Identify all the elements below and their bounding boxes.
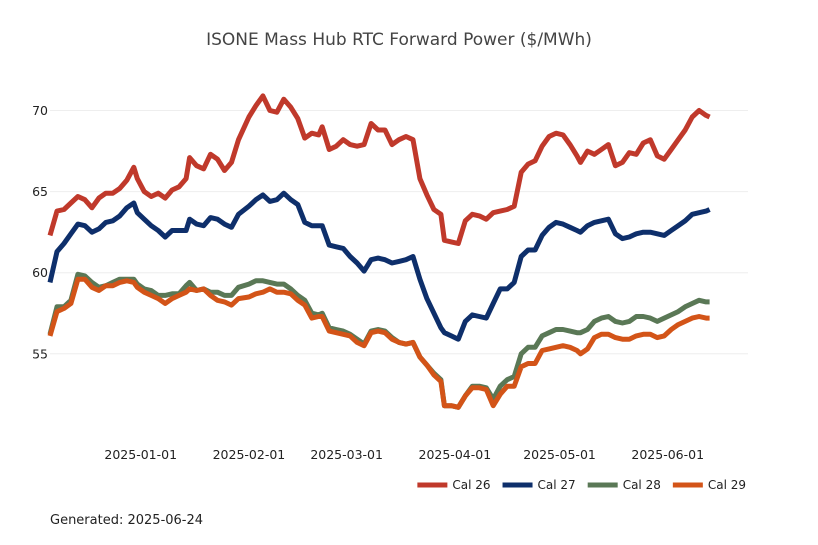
x-tick-label: 2025-02-01 [213, 447, 286, 462]
y-tick-label: 60 [32, 265, 48, 280]
generated-timestamp: Generated: 2025-06-24 [50, 513, 204, 528]
legend: Cal 26 Cal 27 Cal 28 Cal 29 [417, 478, 746, 492]
series-lines [47, 93, 711, 410]
legend-label: Cal 26 [452, 478, 490, 492]
series-line-cal-26 [47, 93, 711, 246]
y-tick-label: 55 [32, 346, 48, 361]
x-axis-ticks: 2025-01-01 2025-02-01 2025-03-01 2025-04-01… [104, 447, 704, 462]
legend-label: Cal 27 [538, 478, 576, 492]
x-tick-label: 2025-04-01 [419, 447, 492, 462]
series-line-cal-29 [47, 276, 710, 410]
chart-title: ISONE Mass Hub RTC Forward Power ($/MWh) [206, 30, 592, 50]
x-tick-label: 2025-06-01 [631, 447, 704, 462]
legend-label: Cal 29 [708, 478, 746, 492]
y-axis-ticks: 55 60 65 70 [32, 103, 48, 361]
y-tick-label: 65 [32, 184, 48, 199]
x-tick-label: 2025-05-01 [523, 447, 596, 462]
x-tick-label: 2025-03-01 [310, 447, 383, 462]
gridlines [50, 110, 748, 355]
legend-label: Cal 28 [623, 478, 661, 492]
y-tick-label: 70 [32, 103, 48, 118]
series-line-cal-27 [47, 190, 711, 342]
x-tick-label: 2025-01-01 [104, 447, 177, 462]
